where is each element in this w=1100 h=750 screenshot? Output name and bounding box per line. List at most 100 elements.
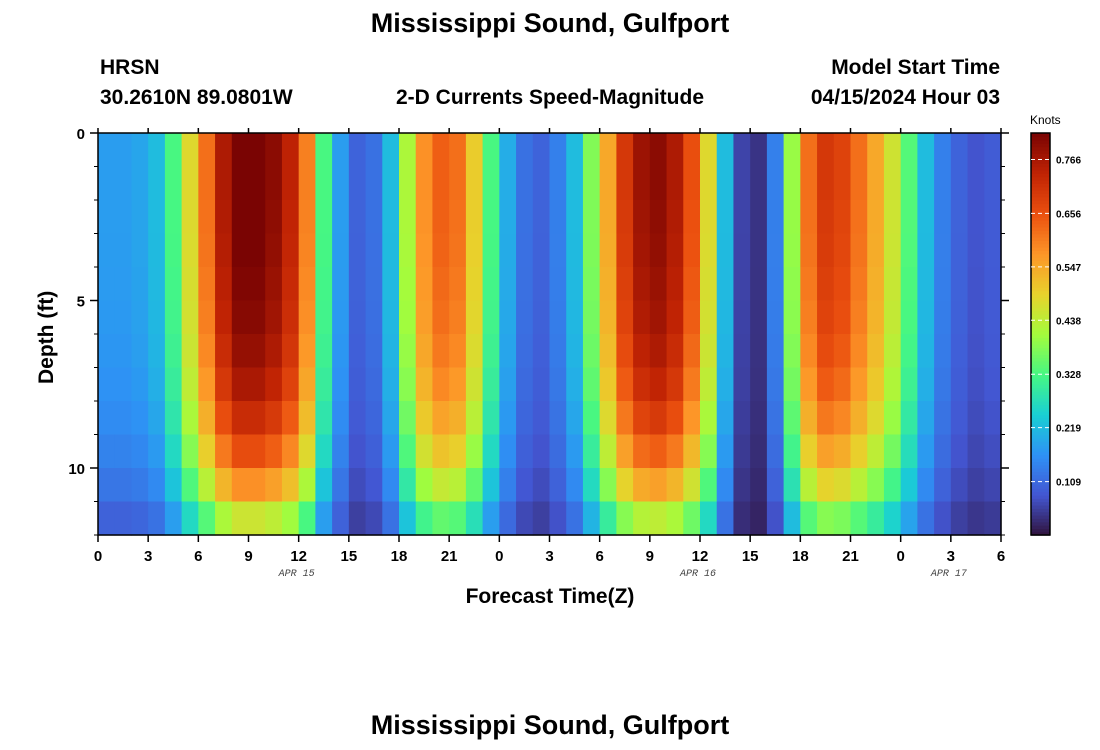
colorbar-segment: [1031, 494, 1050, 499]
colorbar-segment: [1031, 464, 1050, 469]
colorbar-segment: [1031, 357, 1050, 362]
colorbar-segment: [1031, 223, 1050, 228]
heatmap-cell: [281, 401, 300, 436]
colorbar-segment: [1031, 277, 1050, 282]
heatmap-cell: [566, 233, 584, 268]
colorbar-segment: [1031, 236, 1050, 241]
heatmap-cell: [164, 267, 183, 302]
colorbar-segment: [1031, 488, 1050, 493]
heatmap-cell: [599, 133, 617, 168]
heatmap-cell: [733, 468, 751, 503]
heatmap-cell: [181, 166, 199, 201]
heatmap-cell: [231, 133, 250, 168]
heatmap-cell: [198, 401, 216, 436]
heatmap-cell: [482, 501, 500, 536]
heatmap-cell: [984, 434, 1002, 469]
heatmap-cell: [666, 501, 684, 536]
colorbar-tick-label: 0.766: [1056, 155, 1081, 166]
heatmap-cell: [616, 401, 634, 436]
colorbar-segment: [1031, 481, 1050, 486]
colorbar-segment: [1031, 183, 1050, 188]
heatmap-cell: [148, 501, 166, 536]
heatmap-cell: [950, 434, 969, 469]
heatmap-cell: [348, 434, 367, 469]
heatmap-cell: [432, 166, 450, 201]
heatmap-cell: [98, 501, 116, 536]
colorbar-segment: [1031, 384, 1050, 389]
heatmap-cell: [248, 166, 266, 201]
heatmap-cell: [666, 300, 684, 335]
heatmap-cell: [148, 367, 166, 402]
heatmap-cell: [432, 468, 450, 503]
heatmap-cell: [449, 233, 467, 268]
heatmap-cell: [382, 401, 400, 436]
colorbar-segment: [1031, 303, 1050, 308]
heatmap-cell: [833, 200, 852, 235]
heatmap-cell: [348, 501, 367, 536]
heatmap-cell: [833, 166, 852, 201]
heatmap-cell: [181, 300, 199, 335]
heatmap-cell: [332, 468, 350, 503]
heatmap-cell: [800, 267, 818, 302]
heatmap-cell: [332, 434, 350, 469]
x-tick-label: 12: [692, 548, 709, 565]
heatmap-cell: [666, 166, 684, 201]
heatmap-cell: [649, 133, 668, 168]
heatmap-cell: [633, 166, 651, 201]
colorbar-segment: [1031, 136, 1050, 141]
heatmap-cell: [198, 468, 216, 503]
heatmap-cell: [348, 300, 367, 335]
heatmap-cell: [465, 233, 484, 268]
heatmap-cell: [917, 468, 935, 503]
heatmap-cell: [984, 401, 1002, 436]
heatmap-cell: [566, 401, 584, 436]
heatmap-cell: [98, 166, 116, 201]
heatmap-cell: [582, 133, 601, 168]
colorbar-segment: [1031, 524, 1050, 529]
colorbar-segment: [1031, 394, 1050, 399]
colorbar-segment: [1031, 360, 1050, 365]
heatmap-cell: [114, 166, 133, 201]
colorbar-segment: [1031, 414, 1050, 419]
heatmap-cell: [883, 468, 902, 503]
heatmap-cell: [566, 367, 584, 402]
heatmap-cell: [449, 166, 467, 201]
heatmap-cell: [499, 200, 517, 235]
heatmap-cell: [315, 166, 333, 201]
heatmap-cell: [98, 334, 116, 369]
model-start-time: 04/15/2024 Hour 03: [810, 86, 1000, 109]
colorbar-segment: [1031, 173, 1050, 178]
heatmap-cell: [633, 501, 651, 536]
heatmap-cell: [850, 300, 868, 335]
heatmap-cell: [449, 401, 467, 436]
colorbar-segment: [1031, 334, 1050, 339]
heatmap-cell: [148, 334, 166, 369]
heatmap-cell: [98, 300, 116, 335]
heatmap-cell: [934, 200, 952, 235]
heatmap-cell: [482, 267, 500, 302]
heatmap-cell: [599, 334, 617, 369]
heatmap-cell: [833, 501, 852, 536]
heatmap-cell: [315, 401, 333, 436]
heatmap-cell: [248, 367, 266, 402]
colorbar-segment: [1031, 250, 1050, 255]
heatmap-cell: [883, 501, 902, 536]
heatmap-cell: [967, 501, 985, 536]
heatmap-cell: [265, 501, 283, 536]
colorbar-segment: [1031, 256, 1050, 261]
heatmap-cell: [415, 468, 434, 503]
heatmap-cell: [215, 468, 233, 503]
heatmap-cell: [449, 501, 467, 536]
colorbar-segment: [1031, 347, 1050, 352]
heatmap-cell: [700, 300, 718, 335]
heatmap-cell: [900, 367, 918, 402]
heatmap-cell: [281, 334, 300, 369]
heatmap-cell: [332, 300, 350, 335]
heatmap-cell: [348, 233, 367, 268]
heatmap-cell: [281, 300, 300, 335]
heatmap-cell: [516, 501, 534, 536]
heatmap-cell: [198, 434, 216, 469]
heatmap-cell: [582, 334, 601, 369]
heatmap-cell: [432, 367, 450, 402]
heatmap-cell: [315, 334, 333, 369]
